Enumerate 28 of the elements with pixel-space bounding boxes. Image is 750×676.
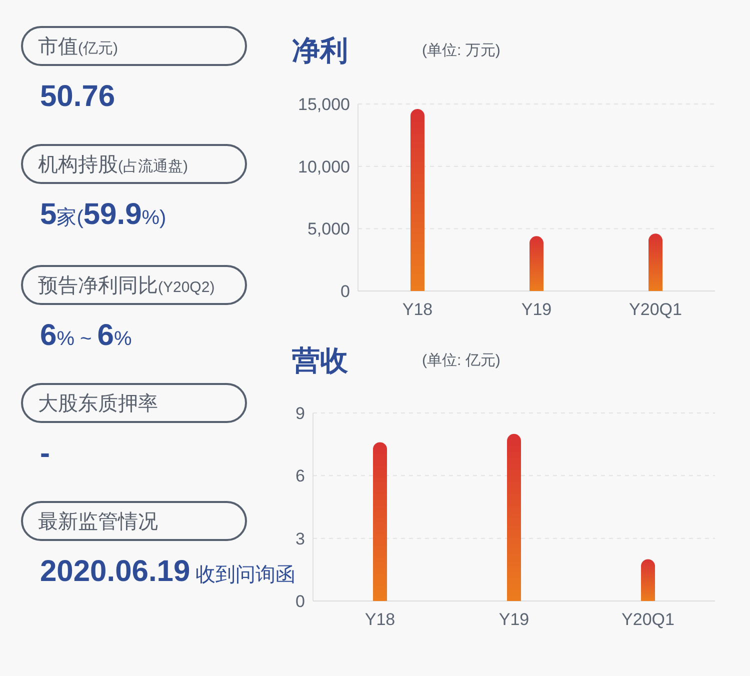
y-tick-label: 3 <box>296 529 305 548</box>
text: 6% ~ 6% <box>40 319 132 352</box>
x-tick-label: Y20Q1 <box>622 610 674 629</box>
y-tick-label: 15,000 <box>298 95 350 114</box>
text: 最新监管情况 <box>38 511 158 533</box>
y-tick-label: 5,000 <box>307 220 350 239</box>
chart-subtitle: (单位: 万元) <box>422 42 500 59</box>
text: - <box>40 437 50 470</box>
x-tick-label: Y19 <box>521 300 552 319</box>
x-tick-label: Y18 <box>364 610 396 629</box>
x-tick-label: Y20Q1 <box>629 300 682 319</box>
text: 大股东质押率 <box>38 393 158 415</box>
chart-subtitle: (单位: 亿元) <box>422 352 500 369</box>
text: 市值(亿元) <box>38 36 118 58</box>
y-tick-label: 9 <box>296 404 305 423</box>
text: 2020.06.19 收到问询函 <box>40 555 296 588</box>
text: 机构持股(占流通盘) <box>38 154 188 176</box>
x-tick-label: Y19 <box>498 610 530 629</box>
x-tick-label: Y18 <box>402 300 433 319</box>
text: 预告净利同比(Y20Q2) <box>38 275 215 297</box>
text: 50.76 <box>40 80 116 113</box>
y-tick-label: 0 <box>296 592 305 611</box>
y-tick-label: 0 <box>340 282 350 301</box>
text: 5家(59.9%) <box>40 198 166 231</box>
y-tick-label: 10,000 <box>298 157 350 176</box>
y-tick-label: 6 <box>296 466 305 486</box>
chart-title: 净利 <box>292 35 348 66</box>
chart-title: 营收 <box>291 345 349 376</box>
